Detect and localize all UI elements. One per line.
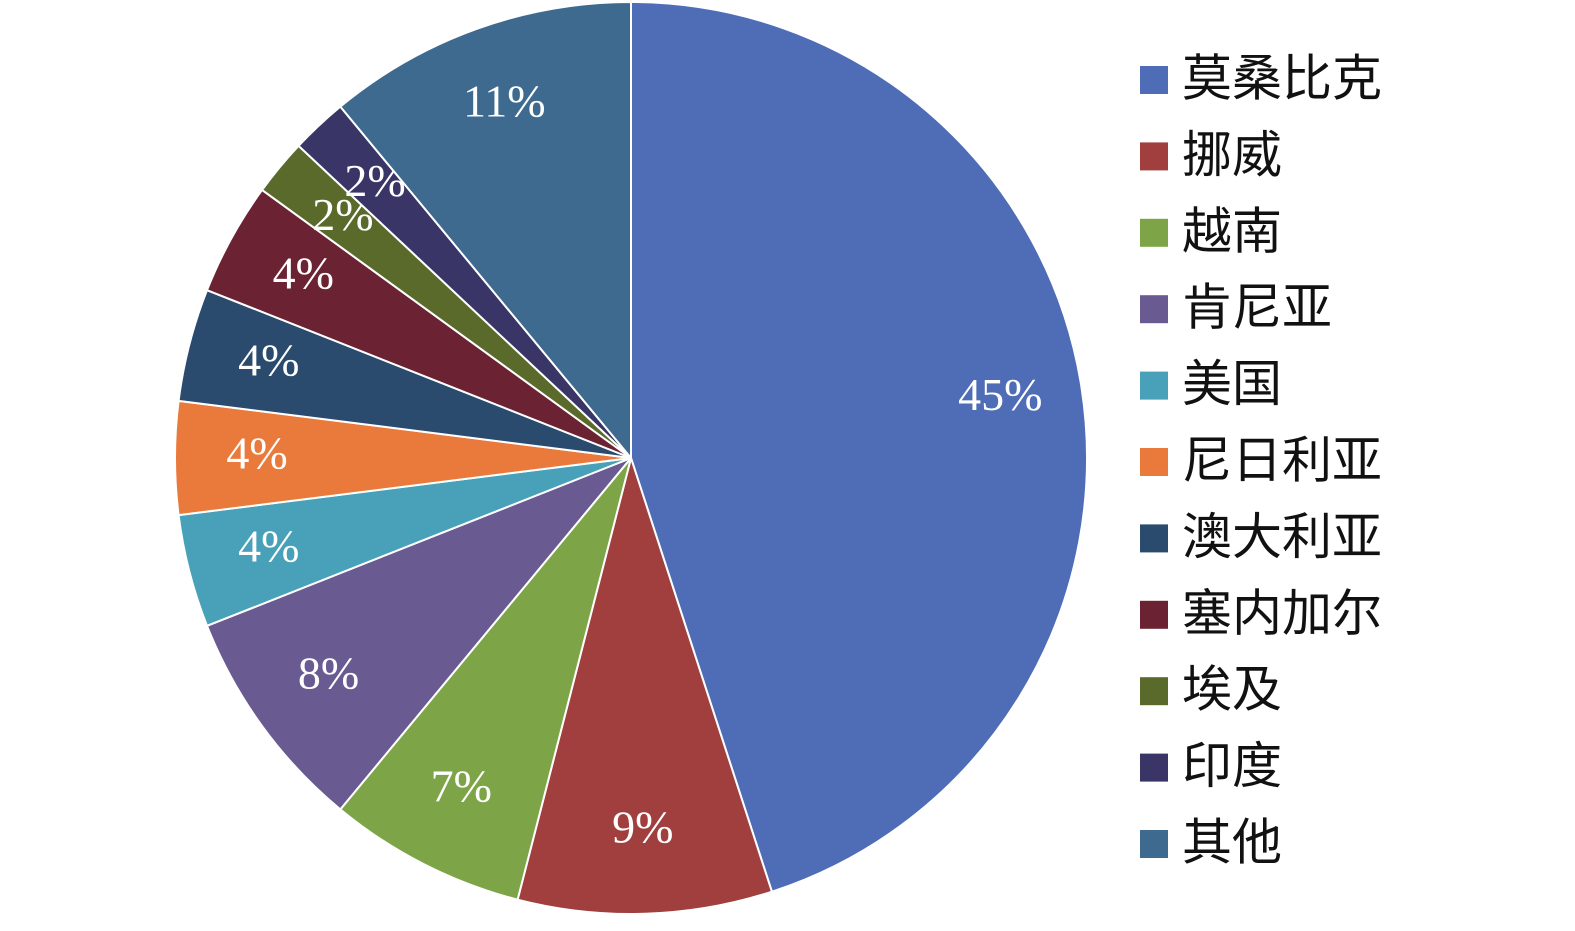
pie-slice	[630, 0, 1088, 893]
legend-label: 挪威	[1182, 126, 1282, 184]
slice-label: 7%	[431, 761, 492, 812]
pie-slice	[516, 454, 774, 915]
legend-label: 越南	[1182, 202, 1282, 260]
slice-label: 45%	[958, 369, 1042, 420]
legend-swatch	[1140, 295, 1168, 324]
legend-swatch	[1140, 371, 1168, 400]
slice-label: 8%	[298, 647, 359, 698]
legend-label: 尼日利亚	[1182, 432, 1382, 490]
legend-swatch	[1140, 66, 1168, 94]
legend-label: 塞内加尔	[1182, 584, 1382, 642]
legend-swatch	[1140, 218, 1168, 247]
slice-label: 11%	[463, 76, 546, 127]
legend-label: 莫桑比克	[1182, 50, 1382, 108]
legend-label: 澳大利亚	[1182, 508, 1382, 566]
slice-label: 9%	[612, 801, 673, 852]
legend-swatch	[1140, 524, 1168, 553]
slice-label: 4%	[238, 521, 299, 572]
legend-swatch	[1140, 830, 1168, 858]
legend-swatch	[1140, 448, 1168, 476]
legend-label: 埃及	[1182, 661, 1282, 719]
legend-label: 印度	[1182, 737, 1282, 795]
pie-slice	[338, 0, 632, 461]
pie-slice	[338, 457, 632, 901]
slice-label: 4%	[226, 428, 287, 479]
legend-swatch	[1140, 753, 1168, 782]
legend-swatch	[1140, 142, 1168, 171]
legend-label: 肯尼亚	[1182, 279, 1332, 337]
legend-swatch	[1140, 677, 1168, 706]
pie-slice	[205, 457, 632, 811]
legend-label: 美国	[1182, 355, 1282, 413]
slice-label: 4%	[238, 335, 299, 386]
legend-label: 其他	[1182, 814, 1282, 872]
slice-label: 4%	[273, 247, 334, 298]
legend-swatch	[1140, 600, 1168, 629]
